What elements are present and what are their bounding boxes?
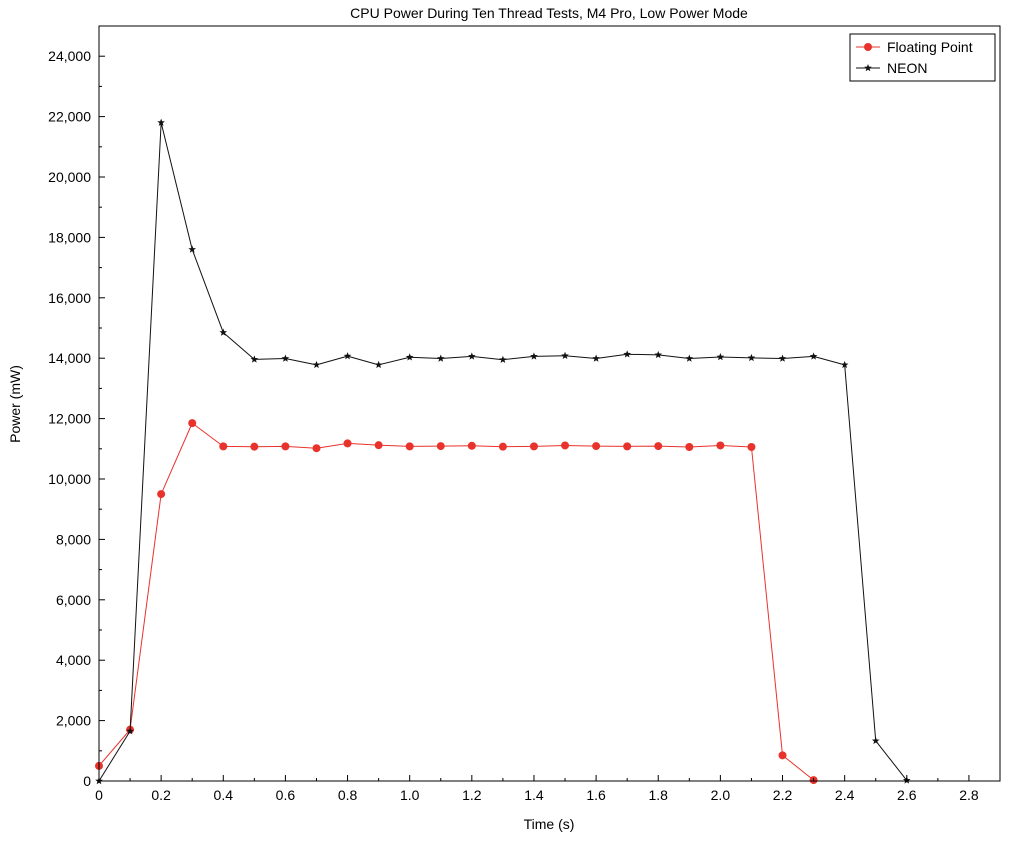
y-tick-label: 16,000 <box>48 290 91 306</box>
data-point-neon <box>840 360 849 369</box>
data-point-floating-point <box>778 751 787 760</box>
x-tick-label: 2.0 <box>711 787 731 803</box>
x-tick-label: 1.4 <box>524 787 544 803</box>
y-tick-label: 12,000 <box>48 411 91 427</box>
legend-box <box>849 33 996 82</box>
legend: Floating Point NEON <box>849 33 996 82</box>
data-point-neon <box>188 245 197 253</box>
data-point-floating-point <box>281 442 290 451</box>
legend-label-floating-point: Floating Point <box>887 39 973 55</box>
data-point-neon <box>219 328 228 336</box>
data-point-floating-point <box>685 442 694 451</box>
x-tick-label: 2.2 <box>773 787 793 803</box>
data-point-floating-point <box>529 442 538 451</box>
data-point-neon <box>499 355 507 363</box>
series-floating-point <box>95 419 818 785</box>
y-axis: 0 2,000 4,000 6,000 8,000 10,000 12,000 14,000 1… <box>48 48 105 789</box>
x-axis: 0 0.2 0.4 0.6 0.8 1.0 1.2 1.4 1.6 1.8 2.0 2.2 2.4 2.6… <box>95 775 979 803</box>
y-tick-label: 0 <box>83 773 91 789</box>
y-tick-label: 6,000 <box>56 592 91 608</box>
plot-area <box>95 118 911 785</box>
y-tick-label: 24,000 <box>48 48 91 64</box>
data-point-neon <box>468 352 476 360</box>
data-point-neon <box>530 352 538 360</box>
data-point-neon <box>126 727 134 735</box>
data-point-floating-point <box>157 490 166 499</box>
series-neon <box>95 118 911 785</box>
series-line-floating-point <box>98 422 814 781</box>
y-tick-label: 4,000 <box>56 652 91 668</box>
data-point-neon <box>561 351 569 360</box>
data-point-neon <box>405 353 414 361</box>
data-point-floating-point <box>250 442 259 451</box>
data-point-floating-point <box>312 444 321 453</box>
y-tick-label: 2,000 <box>56 713 91 729</box>
x-tick-label: 0 <box>95 787 103 803</box>
y-tick-label: 14,000 <box>48 350 91 366</box>
data-point-neon <box>436 354 445 362</box>
data-point-neon <box>374 360 383 369</box>
y-tick-label: 22,000 <box>48 109 91 125</box>
data-point-neon <box>685 354 694 362</box>
x-tick-label: 0.4 <box>214 787 234 803</box>
x-tick-label: 2.4 <box>835 787 855 803</box>
x-axis-title: Time (s) <box>524 816 575 832</box>
x-tick-label: 1.6 <box>586 787 606 803</box>
x-tick-label: 1.8 <box>649 787 669 803</box>
data-point-floating-point <box>561 441 570 450</box>
data-point-neon <box>623 350 631 358</box>
data-point-floating-point <box>343 439 352 448</box>
x-tick-label: 0.6 <box>276 787 296 803</box>
data-point-floating-point <box>436 442 445 451</box>
x-tick-label: 0.2 <box>151 787 171 803</box>
data-point-floating-point <box>374 441 383 450</box>
data-point-floating-point <box>498 442 507 451</box>
legend-label-neon: NEON <box>887 60 927 76</box>
y-tick-label: 18,000 <box>48 229 91 245</box>
data-point-floating-point <box>188 419 197 428</box>
data-point-neon <box>157 118 165 126</box>
data-point-neon <box>281 354 290 362</box>
data-point-floating-point <box>623 442 632 451</box>
x-tick-label: 1.0 <box>400 787 420 803</box>
y-tick-label: 10,000 <box>48 471 91 487</box>
x-tick-label: 0.8 <box>338 787 358 803</box>
data-point-neon <box>250 355 259 363</box>
data-point-neon <box>592 354 600 362</box>
y-axis-title: Power (mW) <box>7 365 23 443</box>
legend-marker-floating-point <box>864 43 872 51</box>
x-tick-label: 1.2 <box>462 787 482 803</box>
data-point-neon <box>716 352 725 361</box>
data-point-neon <box>871 736 880 745</box>
data-point-neon <box>778 354 787 362</box>
plot-frame <box>98 25 1001 782</box>
data-point-neon <box>312 360 321 369</box>
x-tick-label: 2.8 <box>959 787 979 803</box>
data-point-neon <box>747 353 756 362</box>
data-point-floating-point <box>716 441 725 450</box>
x-tick-label: 2.6 <box>897 787 917 803</box>
data-point-floating-point <box>405 442 414 451</box>
data-point-floating-point <box>747 442 756 451</box>
y-tick-label: 20,000 <box>48 169 91 185</box>
data-point-neon <box>654 350 663 359</box>
legend-marker-neon <box>864 64 872 72</box>
y-tick-label: 8,000 <box>56 531 91 547</box>
data-point-floating-point <box>219 442 228 451</box>
data-point-floating-point <box>592 442 601 451</box>
legend-star-icon <box>864 64 872 72</box>
data-point-floating-point <box>467 441 476 450</box>
data-point-floating-point <box>654 442 663 451</box>
data-point-neon <box>809 352 818 360</box>
chart-title: CPU Power During Ten Thread Tests, M4 Pr… <box>350 5 748 21</box>
data-point-neon <box>343 352 352 360</box>
